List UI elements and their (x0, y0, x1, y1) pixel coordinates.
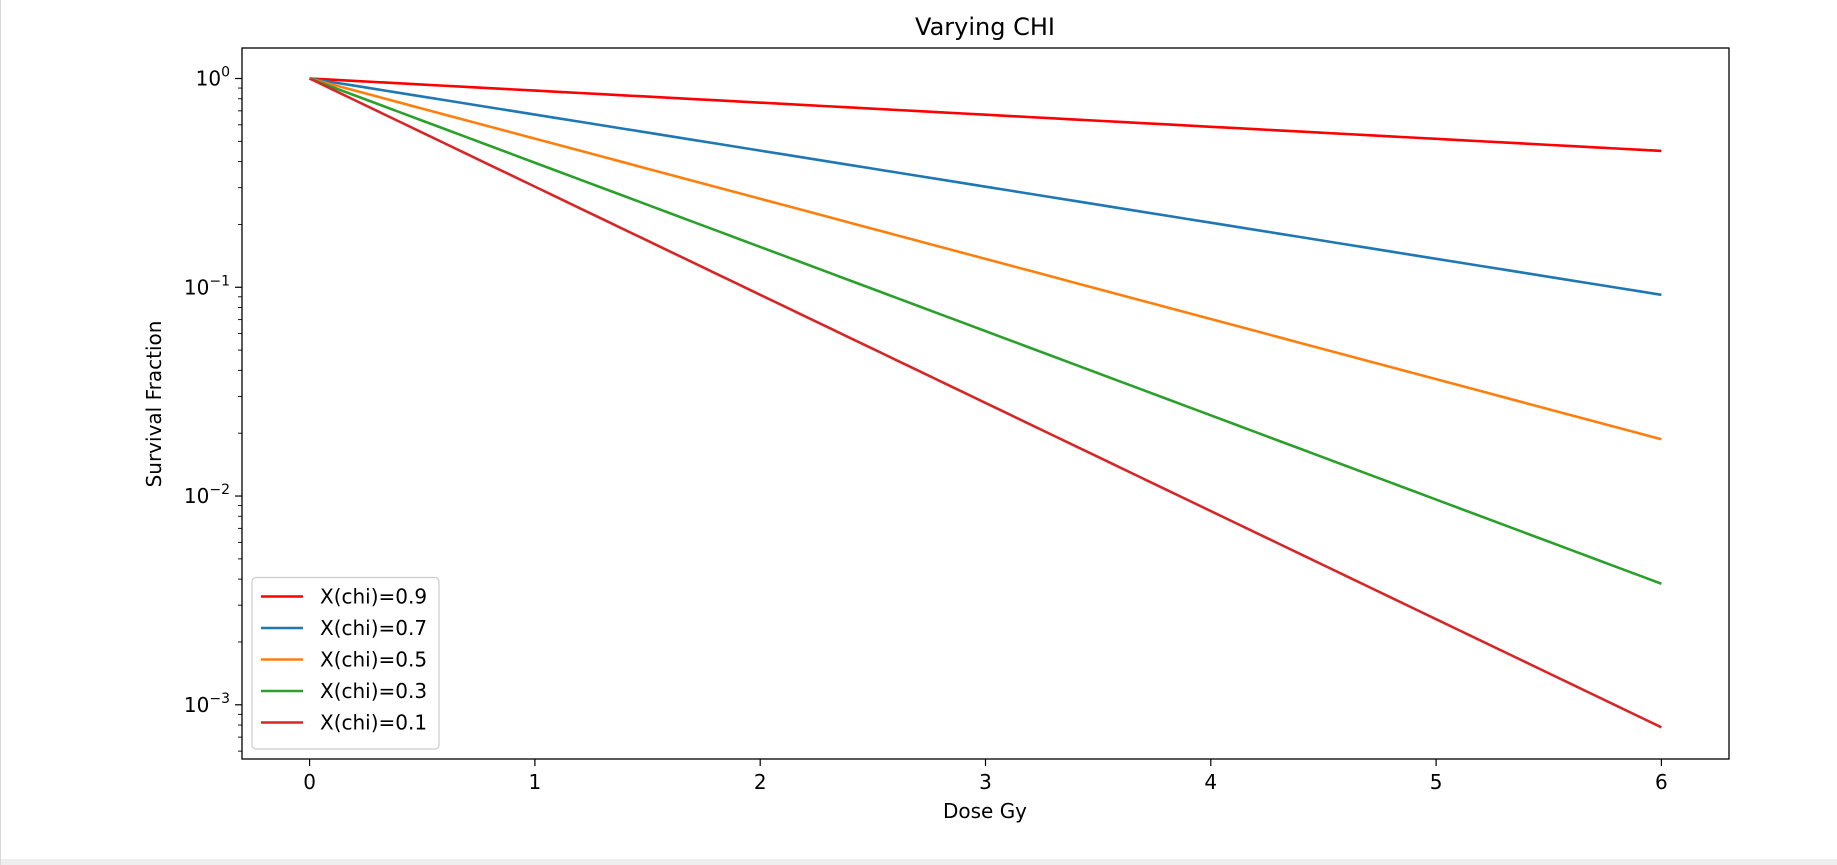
x-tick-label: 2 (754, 770, 767, 794)
y-tick-label: 10−1 (184, 273, 230, 299)
x-tick-label: 4 (1204, 770, 1217, 794)
series-lines (309, 77, 1662, 729)
legend-label: X(chi)=0.9 (320, 585, 427, 609)
y-tick-label: 10−3 (184, 691, 230, 717)
series-line (309, 77, 1662, 729)
x-tick-label: 1 (529, 770, 542, 794)
y-tick-label: 100 (196, 65, 230, 91)
series-line (309, 77, 1662, 153)
legend-label: X(chi)=0.3 (320, 679, 427, 703)
legend-label: X(chi)=0.7 (320, 616, 427, 640)
legend-label: X(chi)=0.5 (320, 648, 427, 672)
x-tick-label: 3 (979, 770, 992, 794)
bottom-scroll-strip (1, 859, 1837, 865)
x-tick-label: 0 (303, 770, 316, 794)
x-tick-label: 6 (1655, 770, 1668, 794)
series-line (309, 77, 1662, 297)
legend-label: X(chi)=0.1 (320, 711, 427, 735)
chart-title: Varying CHI (915, 13, 1055, 41)
legend-box (251, 576, 440, 750)
series-line (309, 77, 1662, 585)
x-axis-title: Dose Gy (943, 799, 1027, 823)
x-tick-label: 5 (1430, 770, 1443, 794)
x-axis: 0 1 2 3 4 5 6 (303, 759, 1668, 794)
legend: X(chi)=0.9 X(chi)=0.7 X(chi)=0.5 X(chi)=0.3… (251, 576, 440, 750)
y-axis: 100 10−1 10−2 10−3 (184, 65, 242, 752)
y-tick-label: 10−2 (184, 482, 230, 508)
series-line (309, 77, 1662, 441)
y-axis-title: Survival Fraction (142, 321, 166, 488)
